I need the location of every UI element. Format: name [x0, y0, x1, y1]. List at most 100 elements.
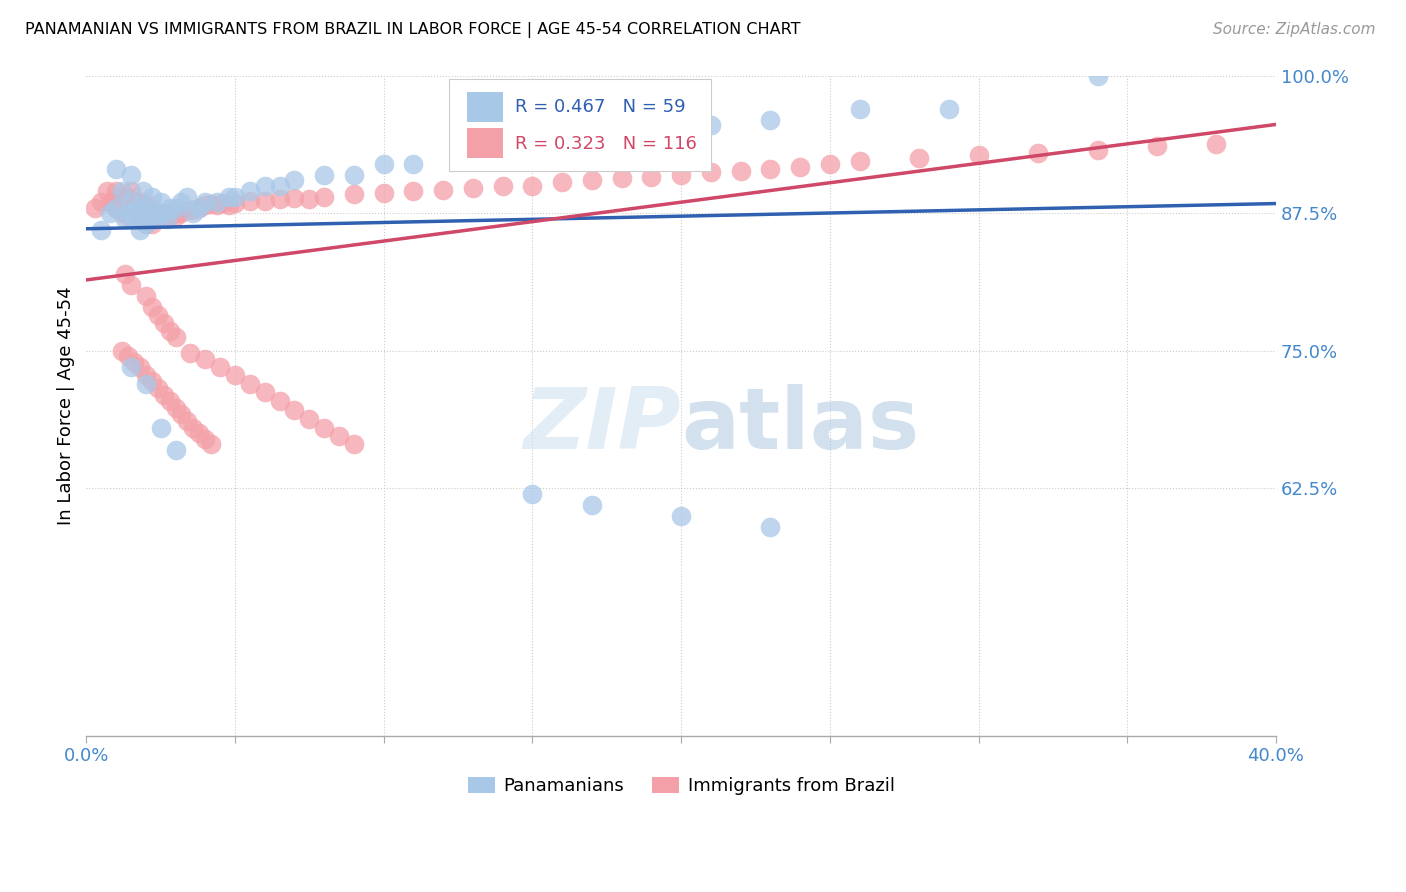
Point — [253, 194, 276, 208]
Point — [149, 195, 172, 210]
Point — [269, 192, 291, 206]
Point — [114, 206, 136, 220]
Point — [146, 381, 169, 395]
Point — [522, 140, 544, 154]
Point — [105, 201, 128, 215]
Point — [135, 288, 157, 302]
Point — [176, 202, 198, 217]
Point — [141, 206, 163, 220]
Point — [141, 375, 163, 389]
Point — [343, 187, 366, 202]
Point — [848, 154, 870, 169]
Point — [90, 195, 112, 210]
Point — [492, 178, 515, 193]
Point — [283, 191, 305, 205]
Point — [848, 102, 870, 116]
Point — [117, 206, 139, 220]
Point — [176, 414, 198, 428]
Point — [149, 420, 172, 434]
Point — [205, 195, 228, 210]
Y-axis label: In Labor Force | Age 45-54: In Labor Force | Age 45-54 — [58, 286, 75, 524]
Point — [114, 267, 136, 281]
Text: R = 0.467   N = 59: R = 0.467 N = 59 — [515, 98, 685, 116]
Point — [283, 173, 305, 187]
Point — [253, 385, 276, 400]
Point — [328, 429, 350, 443]
Point — [135, 217, 157, 231]
Point — [98, 195, 121, 210]
Point — [373, 186, 395, 201]
Point — [283, 403, 305, 417]
Point — [122, 211, 145, 226]
Point — [128, 195, 150, 210]
Point — [194, 198, 217, 212]
Point — [1146, 139, 1168, 153]
Point — [111, 206, 134, 220]
Point — [218, 189, 240, 203]
Point — [183, 420, 205, 434]
Point — [120, 195, 142, 210]
Point — [120, 360, 142, 375]
Point — [759, 162, 782, 177]
Point — [224, 368, 246, 382]
Point — [402, 156, 425, 170]
Point — [669, 168, 692, 182]
Legend: Panamanians, Immigrants from Brazil: Panamanians, Immigrants from Brazil — [460, 770, 901, 803]
Point — [114, 211, 136, 226]
Point — [146, 206, 169, 220]
Point — [224, 196, 246, 211]
Point — [141, 189, 163, 203]
Point — [159, 210, 181, 224]
Point — [165, 201, 187, 215]
Point — [105, 201, 128, 215]
Point — [818, 156, 841, 170]
Point — [183, 202, 205, 217]
Point — [551, 175, 574, 189]
Point — [170, 408, 193, 422]
Point — [101, 195, 124, 210]
Point — [152, 206, 174, 220]
Point — [141, 300, 163, 314]
Point — [188, 201, 211, 215]
Point — [114, 195, 136, 210]
FancyBboxPatch shape — [467, 128, 503, 158]
Text: Source: ZipAtlas.com: Source: ZipAtlas.com — [1212, 22, 1375, 37]
Point — [125, 201, 148, 215]
Point — [176, 189, 198, 203]
Point — [194, 352, 217, 367]
Point — [111, 343, 134, 358]
Point — [105, 162, 128, 177]
Point — [218, 198, 240, 212]
Point — [789, 160, 811, 174]
Point — [343, 437, 366, 451]
Point — [224, 189, 246, 203]
Point — [179, 346, 201, 360]
Point — [167, 205, 190, 219]
Point — [253, 178, 276, 193]
Point — [117, 349, 139, 363]
Point — [314, 420, 336, 434]
Point — [759, 112, 782, 127]
Point — [581, 173, 603, 187]
Point — [122, 195, 145, 210]
Point — [98, 206, 121, 220]
Point — [122, 211, 145, 226]
Point — [581, 135, 603, 149]
Point — [205, 198, 228, 212]
Point — [132, 184, 155, 198]
Point — [908, 151, 931, 165]
Point — [194, 432, 217, 446]
Point — [135, 376, 157, 391]
Point — [122, 354, 145, 368]
Point — [1205, 136, 1227, 151]
Point — [135, 368, 157, 382]
Point — [135, 201, 157, 215]
Point — [212, 196, 235, 211]
Point — [581, 498, 603, 512]
Point — [298, 412, 321, 426]
Point — [165, 401, 187, 415]
Point — [117, 189, 139, 203]
Point — [1087, 144, 1109, 158]
Text: atlas: atlas — [681, 384, 920, 467]
Point — [1087, 69, 1109, 83]
